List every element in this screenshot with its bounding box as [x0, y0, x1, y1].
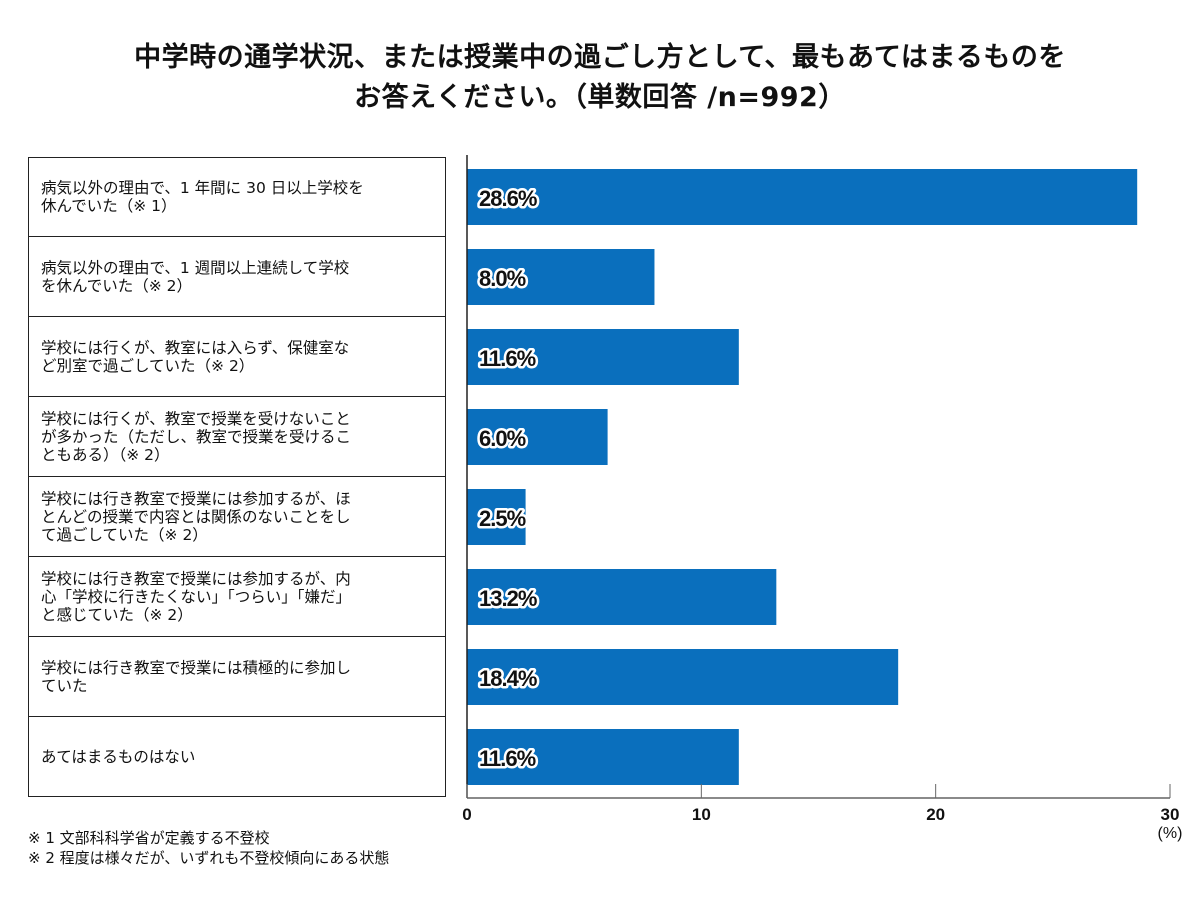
footnotes: ※ 1 文部科科学省が定義する不登校 ※ 2 程度は様々だが、いずれも不登校傾向… [28, 828, 389, 868]
category-label: 学校には行くが、教室で授業を受けないこと が多かった（ただし、教室で授業を受ける… [28, 397, 446, 477]
category-label: 学校には行くが、教室には入らず、保健室な ど別室で過ごしていた（※ 2） [28, 317, 446, 397]
bar [467, 649, 899, 705]
data-label: 11.6% [479, 346, 536, 371]
footnote-2: ※ 2 程度は様々だが、いずれも不登校傾向にある状態 [28, 849, 390, 867]
data-label: 18.4% [479, 666, 537, 691]
bar [467, 409, 608, 465]
category-label: あてはまるものはない [28, 717, 446, 797]
category-label: 学校には行き教室で授業には積極的に参加し ていた [28, 637, 446, 717]
x-tick-label: 20 [926, 805, 945, 824]
x-unit-label: (%) [1158, 825, 1183, 842]
x-tick-label: 30 [1161, 805, 1180, 824]
data-label: 13.2% [479, 586, 537, 611]
bar [467, 329, 739, 385]
x-tick-label: 0 [462, 805, 471, 824]
data-label: 6.0% [479, 426, 526, 451]
data-label: 8.0% [479, 266, 526, 291]
data-label: 11.6% [479, 746, 536, 771]
category-label: 学校には行き教室で授業には参加するが、内 心「学校に行きたくない」「つらい」「嫌… [28, 557, 446, 637]
title-line-2: お答えください。（単数回答 /n=992） [354, 82, 846, 113]
bar [467, 489, 526, 545]
bar [467, 569, 777, 625]
category-label: 病気以外の理由で、1 週間以上連続して学校 を休んでいた（※ 2） [28, 237, 446, 317]
bar [467, 729, 739, 785]
bar [467, 169, 1138, 225]
bar [467, 249, 655, 305]
title-line-1: 中学時の通学状況、または授業中の過ごし方として、最もあてはまるものを [134, 42, 1066, 73]
category-labels: 病気以外の理由で、1 年間に 30 日以上学校を 休んでいた（※ 1） 病気以外の… [28, 157, 446, 797]
category-label: 病気以外の理由で、1 年間に 30 日以上学校を 休んでいた（※ 1） [28, 157, 446, 237]
data-label: 28.6% [479, 186, 537, 211]
x-tick-label: 10 [692, 805, 711, 824]
footnote-1: ※ 1 文部科科学省が定義する不登校 [28, 829, 270, 847]
category-label: 学校には行き教室で授業には参加するが、ほ とんどの授業で内容とは関係のないことを… [28, 477, 446, 557]
chart-title: 中学時の通学状況、または授業中の過ごし方として、最もあてはまるものを お答えくだ… [0, 38, 1200, 118]
data-label: 2.5% [479, 506, 526, 531]
